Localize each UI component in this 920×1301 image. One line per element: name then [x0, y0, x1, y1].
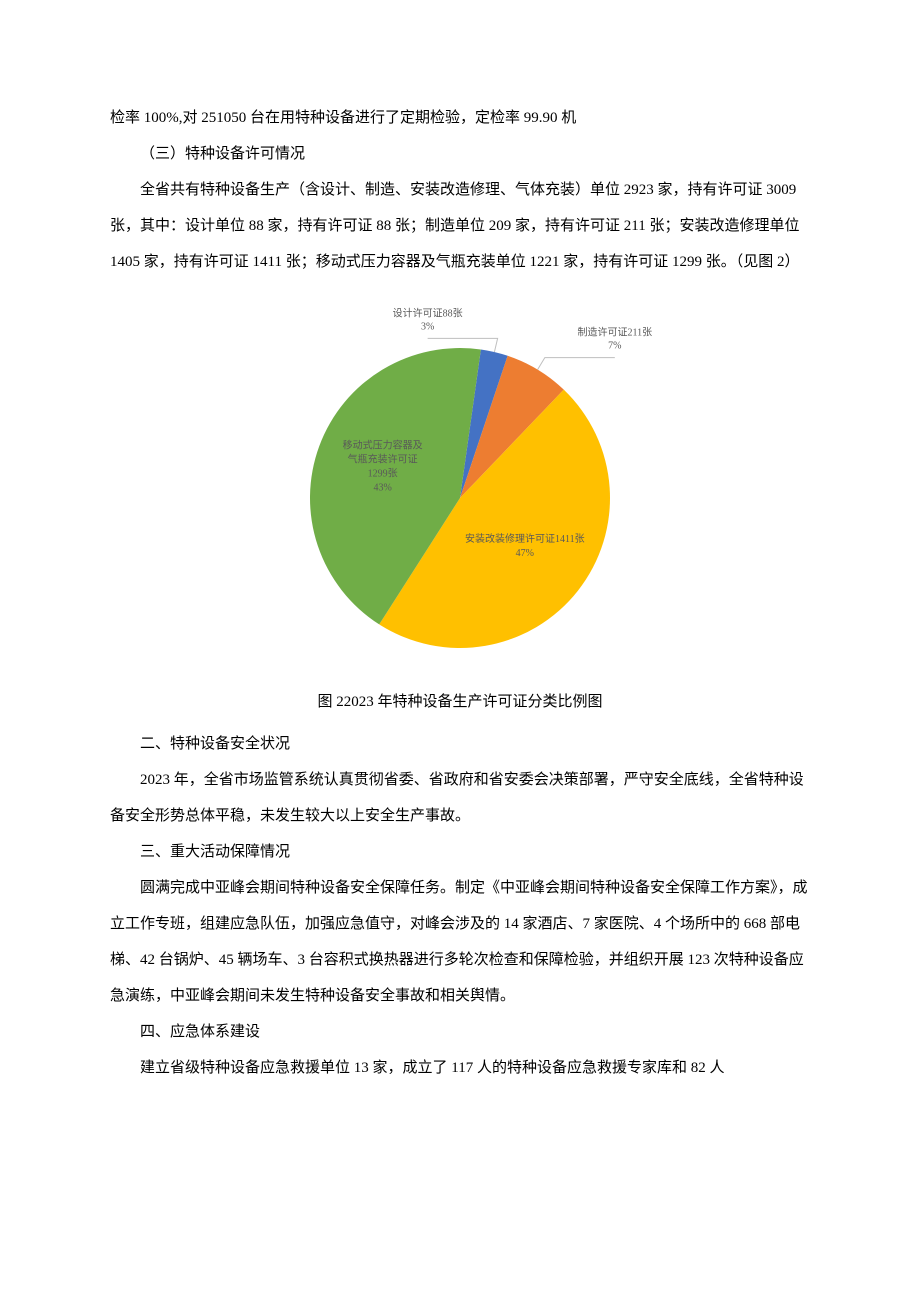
section-heading: 四、应急体系建设: [110, 1014, 810, 1050]
pie-slice-label: 安装改装修理许可证1411张: [465, 532, 585, 545]
pie-slice-label: 7%: [608, 341, 621, 352]
section-heading: 二、特种设备安全状况: [110, 726, 810, 762]
chart-caption: 图 22023 年特种设备生产许可证分类比例图: [110, 684, 810, 720]
pie-slice-label: 设计许可证88张: [393, 306, 463, 319]
pie-slice-label: 47%: [516, 548, 534, 559]
pie-slice-label: 3%: [421, 321, 434, 332]
pie-slice-label: 气瓶充装许可证: [348, 452, 418, 465]
section-heading: 三、重大活动保障情况: [110, 834, 810, 870]
body-text: 检率 100%,对 251050 台在用特种设备进行了定期检验，定检率 99.9…: [110, 100, 810, 136]
pie-slice-label: 43%: [373, 482, 391, 493]
body-text: 全省共有特种设备生产（含设计、制造、安装改造修理、气体充装）单位 2923 家，…: [110, 172, 810, 280]
pie-chart-container: 设计许可证88张 3% 制造许可证211张 7% 安装改装修理许可证1411张 47% 移动…: [110, 298, 810, 678]
pie-slice-label: 1299张: [368, 467, 398, 479]
body-text: 建立省级特种设备应急救援单位 13 家，成立了 117 人的特种设备应急救援专家…: [110, 1050, 810, 1086]
pie-slice-label: 移动式压力容器及: [343, 438, 423, 451]
pie-slice-label: 制造许可证211张: [578, 326, 653, 339]
body-text: 2023 年，全省市场监管系统认真贯彻省委、省政府和省安委会决策部署，严守安全底…: [110, 762, 810, 834]
section-heading: （三）特种设备许可情况: [110, 136, 810, 172]
pie-chart: 设计许可证88张 3% 制造许可证211张 7% 安装改装修理许可证1411张 47% 移动…: [220, 298, 700, 678]
pie-leader-line: [538, 358, 615, 370]
body-text: 圆满完成中亚峰会期间特种设备安全保障任务。制定《中亚峰会期间特种设备安全保障工作…: [110, 870, 810, 1014]
